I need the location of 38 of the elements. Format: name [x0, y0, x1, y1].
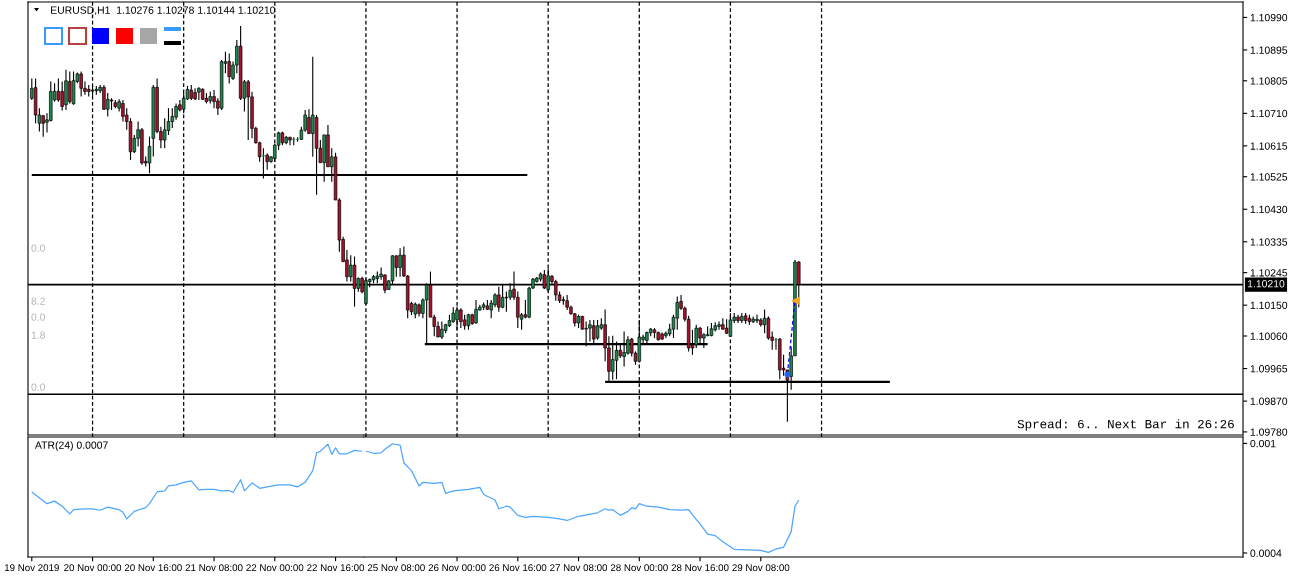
y-tick-label: 1.10060: [1250, 332, 1288, 340]
x-tick-label: 29 Nov 08:00: [732, 564, 790, 572]
annotation: 1.8: [31, 331, 46, 339]
y-tick-label: 1.10895: [1250, 46, 1288, 54]
y-tick-label: 1.10615: [1250, 142, 1288, 150]
y-tick-label: 1.10245: [1250, 269, 1288, 277]
y-tick-label: 1.09870: [1250, 397, 1288, 405]
x-tick-label: 25 Nov 08:00: [367, 564, 425, 572]
x-tick-label: 27 Nov 08:00: [550, 564, 608, 572]
y-tick-label: 0.001: [1250, 439, 1276, 448]
x-tick-label: 21 Nov 08:00: [185, 564, 243, 572]
y-tick-label: 1.10525: [1250, 173, 1288, 181]
annotation: 0.0: [31, 383, 46, 391]
y-tick-label: 1.09780: [1250, 428, 1288, 436]
annotation: 0.0: [31, 244, 46, 252]
x-tick-label: 19 Nov 2019: [4, 564, 59, 572]
x-tick-label: 22 Nov 00:00: [246, 564, 304, 572]
annotation: 0.0: [31, 313, 46, 321]
annotation: 8.2: [31, 297, 45, 305]
y-tick-label: 1.10805: [1250, 77, 1288, 85]
y-tick-label: 1.10710: [1250, 109, 1288, 118]
annotation: Spread: 6.. Next Bar in 26:26: [1017, 419, 1234, 431]
chart-title: ATR(24) 0.0007: [34, 441, 108, 451]
x-tick-label: 28 Nov 16:00: [671, 564, 729, 572]
ref-line-label: 1.10210: [1247, 280, 1285, 288]
y-tick-label: 1.10430: [1250, 205, 1288, 214]
x-tick-label: 20 Nov 16:00: [124, 564, 182, 572]
y-tick-label: 1.10150: [1250, 301, 1288, 310]
y-tick-label: 0.0004: [1250, 549, 1282, 557]
x-tick-label: 28 Nov 00:00: [610, 564, 668, 572]
y-tick-label: 1.09965: [1250, 365, 1288, 373]
x-tick-label: 26 Nov 00:00: [428, 564, 486, 572]
x-tick-label: 26 Nov 16:00: [489, 564, 547, 572]
y-tick-label: 1.10990: [1250, 13, 1288, 22]
y-tick-label: 1.10335: [1250, 238, 1288, 246]
x-tick-label: 22 Nov 16:00: [307, 564, 365, 572]
x-tick-label: 20 Nov 00:00: [64, 564, 122, 572]
chart-title: EURUSD,H1 1.10276 1.10278 1.10144 1.10210: [51, 6, 276, 16]
